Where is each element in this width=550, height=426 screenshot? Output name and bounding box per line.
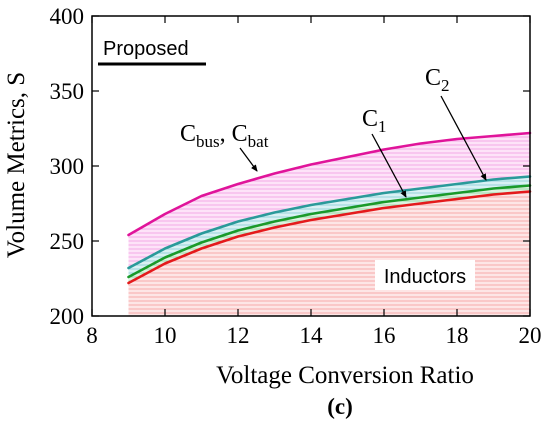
x-tick-label: 16 <box>373 323 396 348</box>
y-tick-label: 350 <box>50 79 85 104</box>
annotation-cbat-sep: , C <box>220 121 248 147</box>
area-cbus-cbat <box>128 133 530 268</box>
x-tick-label: 8 <box>86 323 98 348</box>
line-inductors <box>127 190 532 285</box>
area-c2 <box>128 176 530 277</box>
annotation-cbus-base: C <box>180 121 196 147</box>
arrow-c2 <box>440 95 487 181</box>
annotation-c2-base: C <box>425 65 441 91</box>
legend-label: Proposed <box>103 38 189 60</box>
annotation-c2: C2 <box>425 65 450 95</box>
x-axis-label: Voltage Conversion Ratio <box>216 362 474 389</box>
annotation-cbat-sub: bat <box>248 132 269 151</box>
x-tick-label: 12 <box>227 323 250 348</box>
x-tick-label: 20 <box>519 323 542 348</box>
y-tick-label: 300 <box>50 154 85 179</box>
annotation-c2-sub: 2 <box>441 76 450 95</box>
y-axis-label: Volume Metrics, S <box>3 72 30 258</box>
figure-caption: (c) <box>327 394 353 419</box>
y-tick-label: 400 <box>50 4 85 29</box>
annotation-c1: C1 <box>362 106 387 136</box>
annotation-cbus-cbat: Cbus, Cbat <box>180 121 269 151</box>
annotation-cbus-sub: bus <box>196 132 220 151</box>
line-c2 <box>127 175 532 270</box>
x-tick-label: 14 <box>300 323 324 348</box>
inductors-label: Inductors <box>384 266 466 288</box>
annotation-c1-base: C <box>362 106 378 132</box>
arrow-c1 <box>371 133 407 198</box>
line-c1 <box>127 184 532 279</box>
arrow-cbus <box>239 147 258 172</box>
x-tick-label: 10 <box>154 323 177 348</box>
x-tick-label: 18 <box>446 323 469 348</box>
y-tick-label: 250 <box>50 229 85 254</box>
annotation-c1-sub: 1 <box>378 117 387 136</box>
y-tick-label: 200 <box>50 304 85 329</box>
inductors-label-bg <box>375 260 475 290</box>
